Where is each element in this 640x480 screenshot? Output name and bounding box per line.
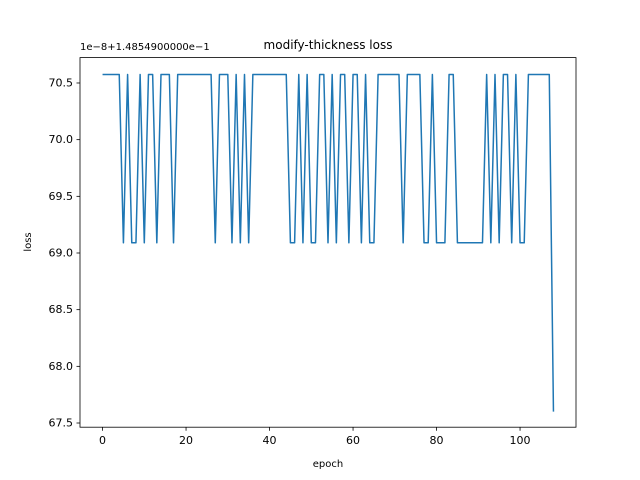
x-tick-label: 80 — [430, 434, 444, 447]
x-tick-label: 100 — [510, 434, 531, 447]
y-offset-text: 1e−8+1.4854900000e−1 — [80, 42, 210, 53]
y-tick-label: 70.0 — [49, 133, 74, 146]
data-line — [102, 73, 555, 412]
y-tick-label: 69.0 — [49, 246, 74, 259]
chart-title: modify-thickness loss — [264, 38, 393, 52]
x-axis-label: epoch — [313, 459, 343, 470]
y-tick-label: 68.0 — [49, 360, 74, 373]
y-tick-label: 69.5 — [49, 190, 74, 203]
y-tick-label: 68.5 — [49, 303, 74, 316]
y-tick-label: 67.5 — [49, 417, 74, 430]
y-tick-label: 70.5 — [49, 76, 74, 89]
x-tick-label: 20 — [179, 434, 193, 447]
x-tick-label: 40 — [263, 434, 277, 447]
x-tick-label: 60 — [346, 434, 360, 447]
plot-frame — [79, 57, 577, 428]
x-tick-label: 0 — [99, 434, 106, 447]
y-axis-label: loss — [23, 232, 34, 251]
